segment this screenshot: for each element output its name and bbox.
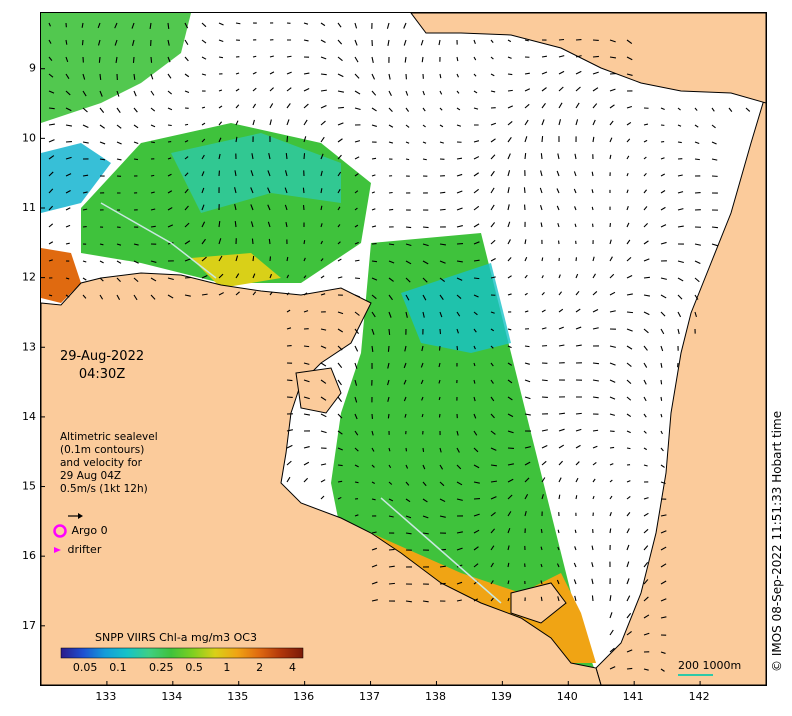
lat-tick-label: 10	[22, 131, 36, 144]
longitude-labels: 133 134 135 136 137 138 139 140 141 142	[95, 690, 709, 703]
argo-label: Argo 0	[71, 524, 108, 537]
drifter-marker-icon	[54, 547, 61, 553]
colorbar-tick-label: 0.1	[109, 661, 127, 674]
date-text: 29-Aug-2022	[60, 349, 145, 364]
lon-tick-label: 138	[425, 690, 446, 703]
lon-tick-label: 134	[161, 690, 182, 703]
drifter-track	[100, 202, 502, 604]
chlorophyll-layer	[41, 13, 596, 673]
map-canvas[interactable]: 0.05 0.1 0.25 0.5 1 2 4	[41, 13, 766, 685]
land-layer	[41, 13, 766, 685]
colorbar-gradient	[60, 647, 304, 659]
legend-drifter: drifter	[52, 543, 101, 556]
chl-swath-wnorth-orange	[191, 253, 281, 288]
altimetry-note: Altimetric sealevel (0.1m contours) and …	[60, 418, 158, 523]
altimetry-text: Altimetric sealevel (0.1m contours) and …	[60, 431, 158, 495]
chl-swath-nw-orange	[41, 248, 81, 303]
colorbar-tick-label: 0.05	[73, 661, 98, 674]
lat-tick-label: 14	[22, 410, 36, 423]
lat-tick-label: 12	[22, 271, 36, 284]
land-groote	[295, 367, 342, 414]
credit-text: © IMOS 08-Sep-2022 11:51:33 Hobart time	[770, 410, 784, 672]
legend-argo: Argo 0	[52, 523, 108, 539]
map-panel[interactable]: 0.05 0.1 0.25 0.5 1 2 4	[40, 12, 767, 686]
colorbar: 0.05 0.1 0.25 0.5 1 2 4	[60, 647, 304, 674]
lat-tick-label: 11	[22, 201, 36, 214]
lon-tick-label: 133	[95, 690, 116, 703]
lat-tick-label: 17	[22, 619, 36, 632]
latitude-labels: 9 10 11 12 13 14 15 16 17	[22, 62, 36, 632]
lat-tick-label: 9	[29, 62, 36, 75]
chl-swath-north	[41, 13, 191, 123]
lon-tick-label: 142	[689, 690, 710, 703]
lon-tick-label: 135	[227, 690, 248, 703]
chl-swath-gulf-north-cyan	[171, 133, 341, 213]
timestamp-label: 29-Aug-2022 04:30Z	[60, 348, 144, 384]
land-mornington	[510, 582, 567, 624]
drifter-label: drifter	[67, 543, 102, 556]
colorbar-tick-label: 0.5	[185, 661, 203, 674]
graticule-ticks	[41, 68, 701, 685]
lon-tick-label: 141	[623, 690, 644, 703]
lon-tick-label: 139	[491, 690, 512, 703]
colorbar-tick-label: 2	[256, 661, 263, 674]
time-text: 04:30Z	[78, 367, 126, 382]
land-new-guinea	[410, 13, 766, 104]
chl-swath-gulf-cyan	[401, 263, 511, 353]
colorbar-tick-label: 1	[223, 661, 230, 674]
lon-tick-label: 137	[359, 690, 380, 703]
land-cape-york	[595, 13, 766, 685]
land-arnhem-and-gulf-west	[41, 272, 602, 685]
argo-circle-icon	[53, 524, 67, 538]
colorbar-title: SNPP VIIRS Chl-a mg/m3 OC3	[95, 631, 257, 644]
chl-swath-gulf-main	[331, 233, 596, 673]
colorbar-tick-label: 4	[289, 661, 296, 674]
lat-tick-label: 13	[22, 340, 36, 353]
lon-tick-label: 136	[293, 690, 314, 703]
velocity-arrow-field	[48, 22, 751, 672]
lat-tick-label: 15	[22, 480, 36, 493]
lon-tick-label: 140	[557, 690, 578, 703]
lat-tick-label: 16	[22, 549, 36, 562]
reference-arrow-icon	[68, 513, 83, 519]
colorbar-tick-label: 0.25	[149, 661, 174, 674]
scale-bar-label: 200 1000m	[678, 659, 742, 672]
chl-swath-north-blue	[41, 143, 111, 213]
